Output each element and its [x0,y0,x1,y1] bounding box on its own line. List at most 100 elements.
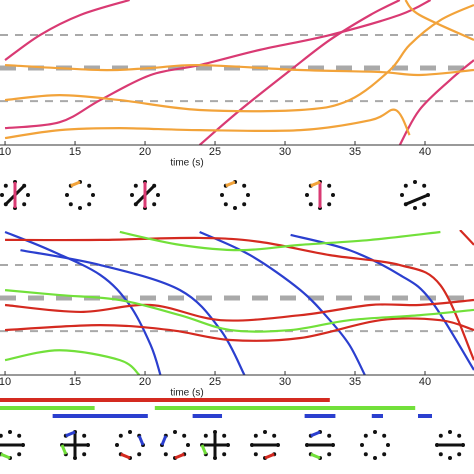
icon-dot [308,202,313,207]
icon-dot [118,433,123,438]
x-tick-label: 35 [349,376,361,388]
icon-link [310,452,321,460]
icon-dot [327,433,332,438]
icon-link [60,444,68,455]
icon-dot [382,452,387,457]
icon-link [310,430,321,438]
state-icon [305,180,335,210]
icon-dot [373,430,377,434]
icon-dot [448,456,452,460]
state-icon [250,430,280,460]
icon-dot [327,202,332,207]
x-tick-label: 30 [279,146,291,158]
state-icon [160,430,190,460]
x-tick-label: 25 [209,146,221,158]
curve [4,0,130,62]
icon-dot [87,202,92,207]
state-icon [360,430,390,460]
icon-link [174,452,185,460]
icon-dot [233,206,237,210]
icon-dot [78,206,82,210]
x-axis-title: time (s) [170,388,203,399]
icon-dot [327,183,332,188]
icon-dot [82,433,87,438]
icon-dot [91,193,95,197]
state-icon [65,180,95,210]
curve [4,230,162,375]
icon-dot [156,193,160,197]
icon-dot [173,430,177,434]
icon-dot [327,452,332,457]
icon-dot [17,452,22,457]
icon-dot [263,430,267,434]
icon-dot [0,193,4,197]
icon-dot [17,433,22,438]
x-axis-title: time (s) [170,158,203,169]
curve [290,233,474,371]
icon-dot [457,433,462,438]
x-tick-label: 15 [69,146,81,158]
x-tick-label: 40 [419,146,431,158]
curve [199,230,366,375]
icon-dot [0,433,3,438]
icon-dot [133,183,138,188]
icon-link [160,435,168,446]
icon-link [120,452,131,460]
curve [404,0,474,41]
icon-dot [413,206,417,210]
icon-dot [246,193,250,197]
curve [4,298,474,322]
icon-dot [220,193,224,197]
curve [198,0,401,145]
icon-dot [448,430,452,434]
curve [119,230,441,252]
icon-dot [82,452,87,457]
icon-dot [363,452,368,457]
icon-dot [68,202,73,207]
curve [459,230,474,246]
icon-link [200,444,208,455]
icon-dot [128,430,132,434]
icon-dot [222,452,227,457]
icon-dot [3,183,8,188]
icon-dot [438,452,443,457]
icon-dot [253,452,258,457]
icon-dot [222,433,227,438]
icon-dot [438,433,443,438]
icon-link [310,180,321,188]
icon-dot [457,452,462,457]
state-icon [60,430,90,460]
curve [4,63,474,77]
icon-dot [373,456,377,460]
icon-dot [65,193,69,197]
plot-area [0,230,474,375]
state-icon [220,180,250,210]
x-tick-label: 10 [0,146,11,158]
icon-dot [8,430,12,434]
icon-dot [403,183,408,188]
x-tick-label: 30 [279,376,291,388]
x-tick-label: 25 [209,376,221,388]
icon-dot [163,452,168,457]
state-icon [200,430,230,460]
curve [20,249,246,375]
icon-dot [137,452,142,457]
icon-link [70,180,81,188]
icon-dot [223,202,228,207]
icon-dot [26,193,30,197]
state-icon [0,430,25,460]
icon-dot [363,433,368,438]
icon-dot [130,193,134,197]
icon-link [0,452,11,460]
icon-dot [115,443,119,447]
curve [5,236,474,361]
icon-dot [152,202,157,207]
x-tick-label: 40 [419,376,431,388]
icon-dot [203,433,208,438]
icon-dot [182,433,187,438]
curve [4,289,474,333]
x-tick-label: 10 [0,376,11,388]
icon-link [65,430,76,438]
icon-dot [360,443,364,447]
state-icon [305,430,335,460]
